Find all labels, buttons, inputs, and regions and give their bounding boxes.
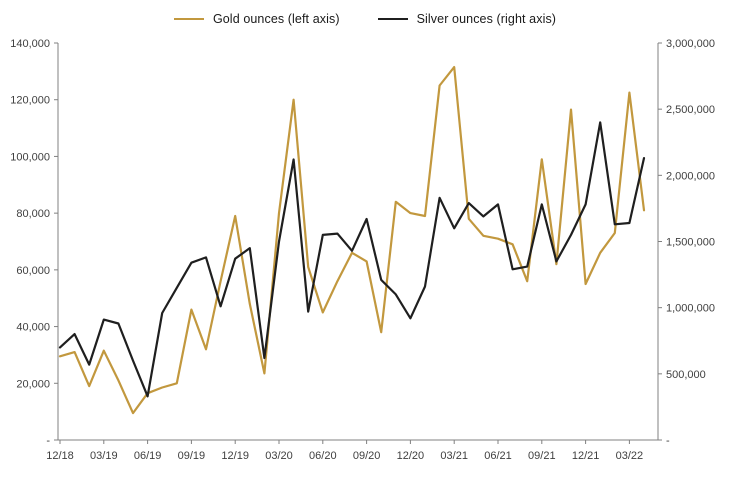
legend-label-gold: Gold ounces (left axis) xyxy=(212,12,340,26)
x-tick-label: 03/22 xyxy=(616,450,644,462)
y-right-tick-label: 3,000,000 xyxy=(666,38,715,50)
silver-line[interactable] xyxy=(58,121,646,398)
x-tick-label: 09/21 xyxy=(528,450,556,462)
y-right-tick-label: 2,000,000 xyxy=(666,170,715,182)
y-right-tick-label: 2,500,000 xyxy=(666,104,715,116)
y-left-tick-label: 60,000 xyxy=(16,265,50,277)
x-tick-label: 12/19 xyxy=(221,450,249,462)
gold-line[interactable] xyxy=(58,65,646,415)
x-tick-label: 12/21 xyxy=(572,450,600,462)
x-tick-label: 06/21 xyxy=(484,450,512,462)
y-right-tick-label: 500,000 xyxy=(666,369,706,381)
y-right-tick-label: - xyxy=(666,435,670,447)
silver-line-swatch-icon xyxy=(377,18,408,20)
y-left-tick-label: 120,000 xyxy=(10,95,50,107)
y-right-tick-label: 1,500,000 xyxy=(666,237,715,249)
x-tick-label: 12/18 xyxy=(46,450,74,462)
x-tick-label: 06/20 xyxy=(309,450,337,462)
y-right-tick-label: 1,000,000 xyxy=(666,303,715,315)
x-tick-label: 09/20 xyxy=(353,450,381,462)
y-left-tick-label: 100,000 xyxy=(10,151,50,163)
legend-label-silver: Silver ounces (right axis) xyxy=(416,12,557,26)
x-tick-label: 03/19 xyxy=(90,450,118,462)
y-left-tick-label: 80,000 xyxy=(16,208,50,220)
x-tick-label: 06/19 xyxy=(134,450,162,462)
y-left-tick-label: 40,000 xyxy=(16,322,50,334)
chart-legend: Gold ounces (left axis) Silver ounces (r… xyxy=(0,8,730,30)
y-left-tick-label: - xyxy=(46,435,50,447)
x-tick-label: 03/20 xyxy=(265,450,293,462)
x-tick-label: 03/21 xyxy=(440,450,468,462)
y-left-tick-label: 140,000 xyxy=(10,38,50,50)
x-tick-label: 09/19 xyxy=(178,450,206,462)
legend-item-silver[interactable]: Silver ounces (right axis) xyxy=(377,12,557,26)
gold-line-swatch-icon xyxy=(173,18,204,20)
x-tick-label: 12/20 xyxy=(397,450,425,462)
y-left-tick-label: 20,000 xyxy=(16,378,50,390)
legend-item-gold[interactable]: Gold ounces (left axis) xyxy=(173,12,340,26)
